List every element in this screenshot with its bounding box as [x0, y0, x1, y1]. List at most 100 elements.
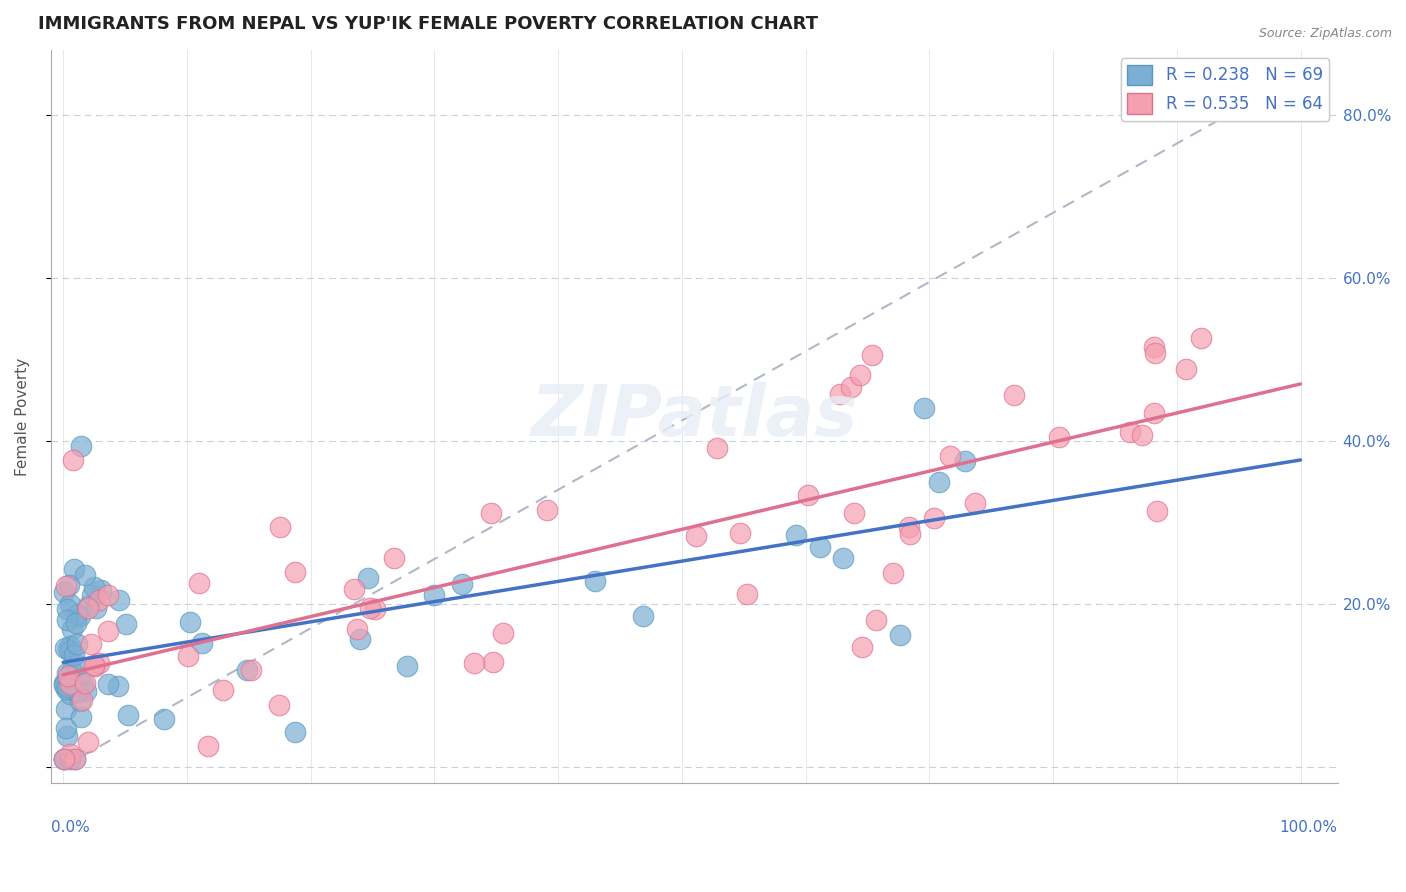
Point [197, 739, 219, 753]
Point [236, 663, 259, 677]
Point [211, 683, 233, 698]
Point [107, 679, 129, 693]
Text: ZIPatlas: ZIPatlas [530, 382, 858, 451]
Point [583, 574, 606, 588]
Point [343, 582, 366, 596]
Point [70, 693, 93, 707]
Point [479, 506, 502, 520]
Point [179, 615, 201, 629]
Point [848, 368, 870, 382]
Point [53, 641, 76, 656]
Point [59, 677, 82, 691]
Point [346, 622, 368, 636]
Text: 100.0%: 100.0% [1279, 820, 1337, 835]
Point [63, 751, 86, 765]
Point [1002, 388, 1025, 402]
Point [97, 624, 120, 639]
Point [55, 579, 77, 593]
Point [69, 710, 91, 724]
Point [69, 670, 91, 684]
Point [1143, 340, 1166, 354]
Point [382, 550, 405, 565]
Point [808, 540, 831, 554]
Point [87, 656, 110, 670]
Point [912, 401, 935, 415]
Point [844, 506, 866, 520]
Point [55, 722, 77, 736]
Point [60, 623, 83, 637]
Point [97, 589, 120, 603]
Legend: R = 0.238   N = 69, R = 0.535   N = 64: R = 0.238 N = 69, R = 0.535 N = 64 [1121, 58, 1329, 120]
Point [1175, 361, 1198, 376]
Point [83, 657, 105, 672]
Point [65, 615, 87, 630]
Point [53, 675, 76, 690]
Point [728, 525, 751, 540]
Point [685, 529, 707, 543]
Point [190, 636, 212, 650]
Point [77, 735, 100, 749]
Point [177, 648, 200, 663]
Point [56, 602, 79, 616]
Point [706, 442, 728, 456]
Point [785, 528, 807, 542]
Point [1189, 331, 1212, 345]
Point [860, 348, 883, 362]
Point [63, 648, 86, 663]
Point [80, 637, 103, 651]
Point [53, 751, 76, 765]
Point [56, 666, 79, 681]
Point [77, 601, 100, 615]
Point [963, 495, 986, 509]
Point [58, 578, 80, 592]
Point [536, 503, 558, 517]
Text: Source: ZipAtlas.com: Source: ZipAtlas.com [1258, 27, 1392, 40]
Point [839, 380, 862, 394]
Point [108, 593, 131, 607]
Point [1119, 425, 1142, 439]
Point [90, 582, 112, 597]
Point [73, 568, 96, 582]
Text: 0.0%: 0.0% [51, 820, 90, 835]
Point [939, 449, 962, 463]
Point [364, 602, 387, 616]
Point [59, 751, 82, 765]
Point [58, 639, 80, 653]
Point [889, 628, 911, 642]
Point [63, 751, 86, 765]
Point [66, 637, 89, 651]
Point [492, 626, 515, 640]
Point [953, 454, 976, 468]
Point [60, 665, 83, 679]
Point [865, 613, 887, 627]
Y-axis label: Female Poverty: Female Poverty [15, 358, 30, 475]
Point [851, 640, 873, 654]
Point [55, 681, 77, 696]
Point [83, 581, 105, 595]
Point [269, 520, 291, 534]
Point [66, 685, 89, 699]
Point [450, 576, 472, 591]
Point [53, 751, 76, 765]
Point [797, 488, 820, 502]
Point [284, 725, 307, 739]
Point [482, 655, 505, 669]
Point [117, 707, 139, 722]
Point [828, 386, 851, 401]
Point [84, 659, 107, 673]
Point [831, 551, 853, 566]
Point [631, 609, 654, 624]
Point [86, 601, 108, 615]
Point [922, 511, 945, 525]
Point [69, 693, 91, 707]
Point [349, 632, 371, 646]
Point [53, 585, 76, 599]
Point [59, 597, 82, 611]
Point [56, 641, 79, 656]
Point [69, 439, 91, 453]
Point [62, 453, 84, 467]
Point [463, 657, 485, 671]
Point [1142, 406, 1164, 420]
Point [59, 747, 82, 762]
Point [65, 658, 87, 673]
